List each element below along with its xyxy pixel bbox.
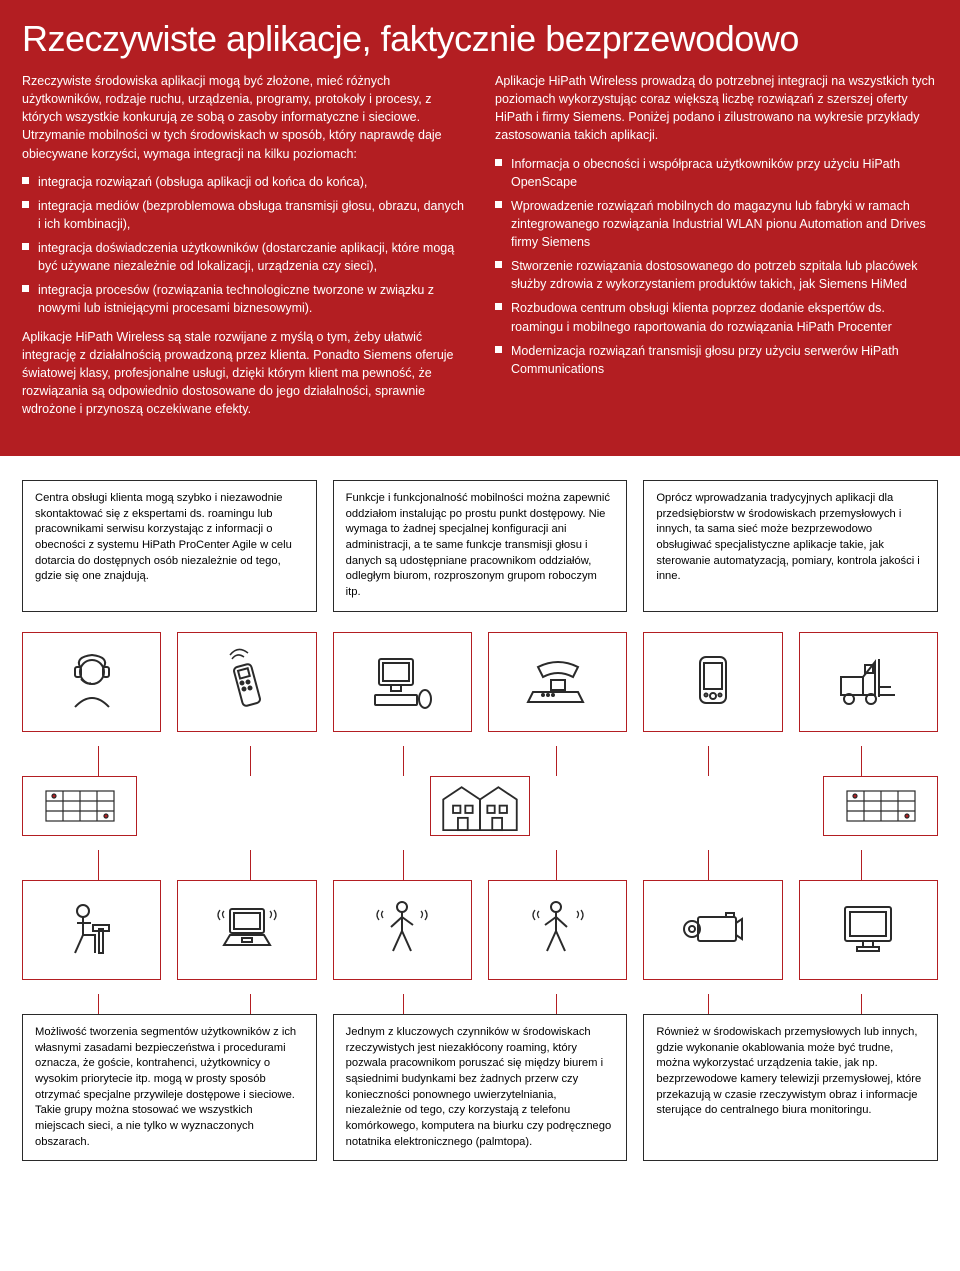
walking-person-two-icon — [488, 880, 627, 980]
desk-phone-icon — [488, 632, 627, 732]
page-title: Rzeczywiste aplikacje, faktycznie bezprz… — [22, 18, 938, 60]
left-bullet: integracja doświadczenia użytkowników (d… — [22, 239, 465, 275]
laptop-icon — [177, 880, 316, 980]
right-bullet: Informacja o obecności i współpraca użyt… — [495, 155, 938, 191]
building-icon — [430, 776, 530, 836]
camera-icon — [643, 880, 782, 980]
right-bullets: Informacja o obecności i współpraca użyt… — [495, 155, 938, 378]
left-intro: Rzeczywiste środowiska aplikacji mogą by… — [22, 72, 465, 163]
top-text-row: Centra obsługi klienta mogą szybko i nie… — [22, 480, 938, 612]
connectors — [22, 746, 938, 776]
bottom-icon-row — [22, 880, 938, 980]
left-bullet: integracja procesów (rozwiązania technol… — [22, 281, 465, 317]
left-bullet: integracja mediów (bezproblemowa obsługa… — [22, 197, 465, 233]
headset-user-icon — [22, 632, 161, 732]
access-point-icon — [823, 776, 938, 836]
walking-person-icon — [333, 880, 472, 980]
right-column: Aplikacje HiPath Wireless prowadzą do po… — [495, 72, 938, 428]
cordless-phone-icon — [177, 632, 316, 732]
seated-person-icon — [22, 880, 161, 980]
connectors — [22, 994, 938, 1014]
text-box: Również w środowiskach przemysłowych lub… — [643, 1014, 938, 1161]
right-bullet: Modernizacja rozwiązań transmisji głosu … — [495, 342, 938, 378]
text-box: Centra obsługi klienta mogą szybko i nie… — [22, 480, 317, 612]
text-box: Jednym z kluczowych czynników w środowis… — [333, 1014, 628, 1161]
desktop-computer-icon — [333, 632, 472, 732]
monitor-icon — [799, 880, 938, 980]
right-bullet: Wprowadzenie rozwiązań mobilnych do maga… — [495, 197, 938, 251]
right-bullet: Stworzenie rozwiązania dostosowanego do … — [495, 257, 938, 293]
left-conclude: Aplikacje HiPath Wireless są stale rozwi… — [22, 328, 465, 419]
top-icon-row — [22, 632, 938, 732]
left-bullets: integracja rozwiązań (obsługa aplikacji … — [22, 173, 465, 318]
access-point-icon — [22, 776, 137, 836]
diagram-section: Centra obsługi klienta mogą szybko i nie… — [0, 456, 960, 1205]
forklift-icon — [799, 632, 938, 732]
text-box: Możliwość tworzenia segmentów użytkownik… — [22, 1014, 317, 1161]
pda-icon — [643, 632, 782, 732]
bottom-text-row: Możliwość tworzenia segmentów użytkownik… — [22, 1014, 938, 1161]
intro-red-panel: Rzeczywiste aplikacje, faktycznie bezprz… — [0, 0, 960, 456]
left-bullet: integracja rozwiązań (obsługa aplikacji … — [22, 173, 465, 191]
access-point-row — [22, 776, 938, 836]
right-intro: Aplikacje HiPath Wireless prowadzą do po… — [495, 72, 938, 145]
right-bullet: Rozbudowa centrum obsługi klienta poprze… — [495, 299, 938, 335]
text-box: Oprócz wprowadzania tradycyjnych aplikac… — [643, 480, 938, 612]
text-box: Funkcje i funkcjonalność mobilności możn… — [333, 480, 628, 612]
connectors — [22, 850, 938, 880]
left-column: Rzeczywiste środowiska aplikacji mogą by… — [22, 72, 465, 428]
